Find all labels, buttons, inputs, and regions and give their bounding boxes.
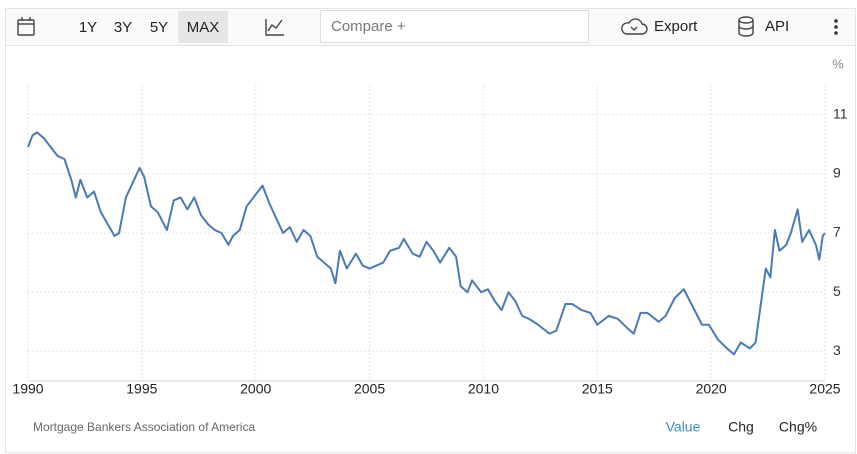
x-tick-label: 2025 xyxy=(809,381,840,397)
export-icon[interactable] xyxy=(621,18,648,35)
export-button[interactable]: Export xyxy=(654,18,698,35)
source: Mortgage Bankers Association of America xyxy=(33,420,255,434)
range-button[interactable]: 3Y xyxy=(114,19,132,36)
more-menu[interactable] xyxy=(834,19,838,35)
x-tick-label: 1990 xyxy=(12,381,43,397)
footer-tab[interactable]: Chg xyxy=(728,419,754,435)
range-button[interactable]: 5Y xyxy=(150,19,168,36)
y-tick-label: 7 xyxy=(833,224,841,240)
line-chart-icon[interactable] xyxy=(265,19,284,36)
x-tick-label: 2000 xyxy=(240,381,271,397)
calendar-icon[interactable] xyxy=(17,17,35,36)
range-button[interactable]: 1Y xyxy=(79,19,97,36)
footer-tab[interactable]: Chg% xyxy=(779,419,817,435)
compare-placeholder[interactable]: Compare + xyxy=(331,18,406,35)
compare-input[interactable] xyxy=(320,10,589,43)
x-tick-label: 2005 xyxy=(354,381,385,397)
y-tick-label: 3 xyxy=(833,342,841,358)
x-tick-label: 2020 xyxy=(696,381,727,397)
x-tick-label: 1995 xyxy=(126,381,157,397)
y-tick-label: 5 xyxy=(833,283,841,299)
range-selected-bg xyxy=(178,11,228,43)
x-tick-label: 2010 xyxy=(468,381,499,397)
series-line xyxy=(27,131,826,356)
y-unit: % xyxy=(832,56,844,71)
api-icon[interactable] xyxy=(738,16,754,37)
footer-tab[interactable]: Value xyxy=(666,419,701,435)
y-tick-label: 11 xyxy=(833,105,848,121)
range-button[interactable]: MAX xyxy=(187,19,220,36)
api-button[interactable]: API xyxy=(765,18,789,35)
y-tick-label: 9 xyxy=(833,165,841,181)
widget-frame xyxy=(5,8,856,453)
x-tick-label: 2015 xyxy=(582,381,613,397)
